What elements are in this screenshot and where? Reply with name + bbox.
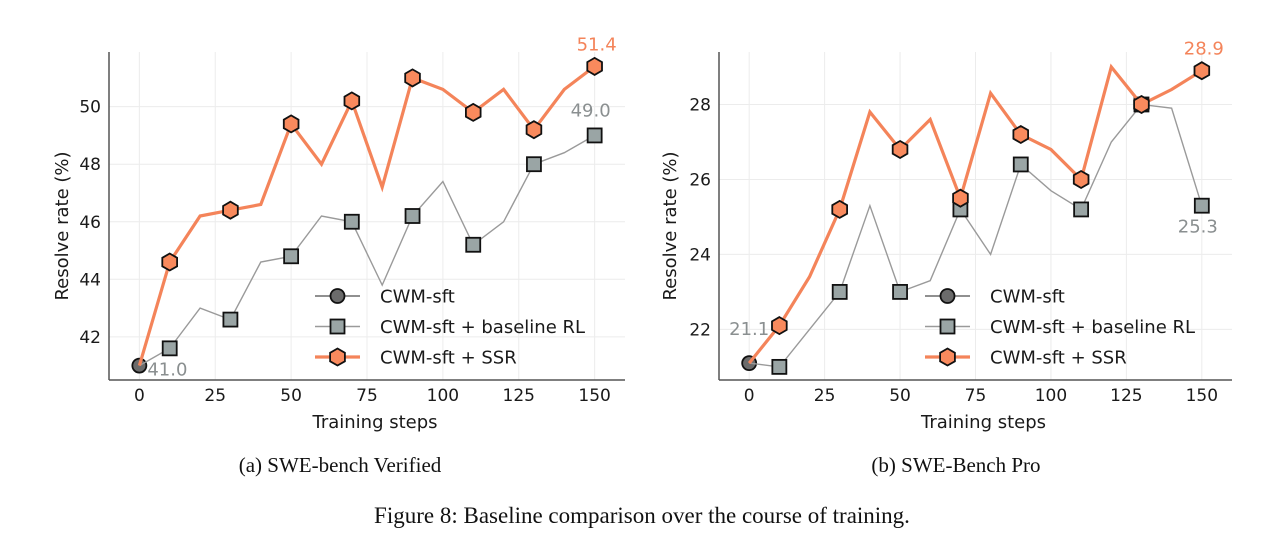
data-point-ssr xyxy=(222,200,239,220)
legend: CWM-sft CWM-sft + baseline RL CWM-sft + SS… xyxy=(925,287,1195,369)
legend-marker-baseline xyxy=(329,318,346,335)
data-point-ssr xyxy=(1133,94,1150,115)
data-point-baseline xyxy=(404,208,421,224)
legend-marker-ssr xyxy=(939,347,956,367)
y-tick-label: 46 xyxy=(79,213,101,233)
data-point-sft xyxy=(131,357,148,374)
x-tick-label: 100 xyxy=(1035,386,1067,406)
data-point-baseline xyxy=(831,284,848,300)
x-tick-label: 125 xyxy=(1110,386,1142,406)
x-axis-label: Training steps xyxy=(920,412,1046,433)
data-point-baseline xyxy=(283,248,300,265)
series-line-baseline xyxy=(749,103,1203,368)
figure-caption: Figure 8: Baseline comparison over the c… xyxy=(374,503,910,528)
data-point-baseline xyxy=(1073,201,1090,218)
legend-label-ssr: CWM-sft + SSR xyxy=(380,348,517,369)
data-point-ssr xyxy=(525,120,543,140)
x-tick-label: 100 xyxy=(427,386,459,406)
data-label-baseline: 25.3 xyxy=(1178,217,1218,238)
x-tick-label: 125 xyxy=(503,386,535,406)
data-point-ssr xyxy=(404,68,421,88)
series-line-ssr xyxy=(137,65,596,367)
series-ssr xyxy=(747,61,1211,365)
y-tick-label: 44 xyxy=(79,270,101,290)
x-tick-label: 0 xyxy=(134,386,145,406)
x-tick-label: 0 xyxy=(744,386,755,406)
data-point-ssr xyxy=(586,56,603,76)
legend-item-ssr: CWM-sft + SSR xyxy=(315,347,517,369)
series-baseline xyxy=(139,127,603,367)
y-tick-label: 26 xyxy=(689,170,711,190)
y-tick-label: 24 xyxy=(689,245,711,265)
data-point-ssr xyxy=(343,91,361,111)
legend-label-ssr: CWM-sft + SSR xyxy=(990,348,1127,369)
data-point-baseline xyxy=(465,236,482,253)
data-point-ssr xyxy=(161,252,179,272)
y-tick-label: 22 xyxy=(689,320,711,340)
legend-marker-sft xyxy=(329,288,346,304)
data-point-ssr xyxy=(891,139,909,160)
data-point-baseline xyxy=(526,156,542,173)
data-point-baseline xyxy=(586,127,603,144)
x-tick-label: 50 xyxy=(889,386,911,406)
legend-label-sft: CWM-sft xyxy=(380,287,455,308)
data-point-baseline xyxy=(222,311,239,328)
data-point-baseline xyxy=(1193,197,1210,214)
legend-marker-ssr xyxy=(329,347,346,367)
data-point-ssr xyxy=(1072,169,1090,190)
data-point-baseline xyxy=(892,284,908,300)
series-ssr xyxy=(137,56,603,367)
data-label-ssr: 28.9 xyxy=(1184,39,1224,60)
y-axis-label: Resolve rate (%) xyxy=(52,151,73,300)
y-axis-label: Resolve rate (%) xyxy=(660,151,681,300)
data-label-baseline: 49.0 xyxy=(571,100,611,121)
data-point-baseline xyxy=(1012,156,1029,173)
legend-label-sft: CWM-sft xyxy=(990,287,1065,308)
data-point-baseline xyxy=(161,340,178,357)
series-line-ssr xyxy=(747,63,1203,365)
legend-label-baseline: CWM-sft + baseline RL xyxy=(990,317,1195,338)
data-label-sft: 41.0 xyxy=(147,360,187,381)
data-point-ssr xyxy=(282,114,300,134)
data-label-ssr: 51.4 xyxy=(577,34,617,55)
legend-item-ssr: CWM-sft + SSR xyxy=(925,347,1127,369)
x-tick-label: 25 xyxy=(814,386,836,406)
x-tick-label: 50 xyxy=(280,386,302,406)
y-tick-label: 50 xyxy=(79,98,101,118)
data-point-ssr xyxy=(831,199,848,219)
data-point-ssr xyxy=(952,188,969,208)
legend-item-baseline: CWM-sft + baseline RL xyxy=(315,317,585,338)
x-tick-label: 25 xyxy=(204,386,226,406)
legend-item-baseline: CWM-sft + baseline RL xyxy=(925,317,1195,338)
data-point-baseline xyxy=(771,358,788,375)
series-line-baseline xyxy=(139,134,595,367)
x-tick-label: 75 xyxy=(965,386,987,406)
y-tick-label: 42 xyxy=(79,328,101,348)
chart-swe-bench-verified: 0 25 50 75 100 125 150 42 44 46 48 50 Training steps… xyxy=(52,34,625,433)
x-tick-label: 150 xyxy=(1186,386,1218,406)
data-point-baseline xyxy=(343,213,360,230)
data-point-ssr xyxy=(464,102,482,122)
legend-item-sft: CWM-sft xyxy=(315,287,455,308)
data-label-sft: 21.1 xyxy=(729,319,769,340)
data-point-ssr xyxy=(771,316,788,336)
data-point-ssr xyxy=(1193,61,1211,81)
x-tick-label: 75 xyxy=(356,386,378,406)
chart-swe-bench-pro: 0 25 50 75 100 125 150 22 24 26 28 Training steps Re… xyxy=(660,39,1232,433)
legend-marker-sft xyxy=(939,288,956,304)
subcaption-b: (b) SWE-Bench Pro xyxy=(871,453,1040,477)
legend: CWM-sft CWM-sft + baseline RL CWM-sft + SS… xyxy=(315,287,585,369)
legend-item-sft: CWM-sft xyxy=(925,287,1065,308)
y-tick-label: 48 xyxy=(79,155,101,175)
legend-marker-baseline xyxy=(939,318,956,335)
x-axis-label: Training steps xyxy=(311,412,437,433)
data-point-ssr xyxy=(1012,124,1029,145)
y-tick-label: 28 xyxy=(689,95,711,115)
series-sft xyxy=(131,357,148,374)
x-tick-label: 150 xyxy=(578,386,610,406)
legend-label-baseline: CWM-sft + baseline RL xyxy=(380,317,585,338)
subcaption-a: (a) SWE-bench Verified xyxy=(239,453,442,477)
